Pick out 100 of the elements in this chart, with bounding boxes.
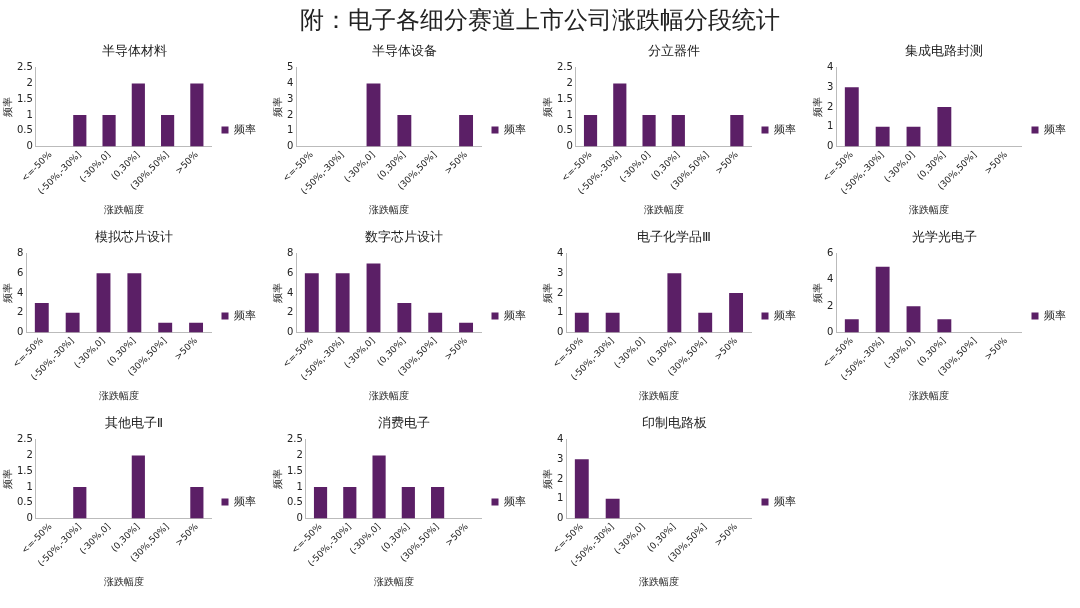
y-tick-label: 0 xyxy=(16,326,24,338)
y-tick-label: 0.5 xyxy=(557,124,573,136)
y-tick-label: 3 xyxy=(286,92,294,104)
y-tick-label: 1.5 xyxy=(557,92,573,104)
legend-label: 频率 xyxy=(234,308,256,322)
y-tick-label: 0 xyxy=(286,326,294,338)
y-tick-label: 6 xyxy=(286,266,294,278)
y-tick-label: 0 xyxy=(296,512,303,524)
y-tick-label: 2 xyxy=(556,472,564,484)
bar xyxy=(158,322,173,333)
y-tick-label: 4 xyxy=(16,286,24,298)
legend-label: 频率 xyxy=(234,122,256,136)
y-tick-label: 1.5 xyxy=(17,92,33,104)
y-tick-label: 2 xyxy=(296,448,303,460)
x-axis-title: 涨跌幅度 xyxy=(638,389,679,401)
y-tick-label: 0 xyxy=(566,140,573,152)
y-tick-label: 8 xyxy=(16,247,24,259)
y-tick-label: 2 xyxy=(286,306,294,318)
x-axis-title: 涨跌幅度 xyxy=(373,575,414,587)
bar xyxy=(574,312,589,333)
bar xyxy=(96,273,111,333)
bar xyxy=(605,312,620,333)
legend-label: 频率 xyxy=(504,308,526,322)
y-tick-label: 3 xyxy=(556,452,564,464)
y-tick-label: 2.5 xyxy=(557,61,573,73)
legend-label: 频率 xyxy=(504,494,526,508)
y-tick-label: 1 xyxy=(556,492,564,504)
bar xyxy=(459,322,474,333)
y-axis-title: 频率 xyxy=(271,469,283,490)
y-tick-label: 1.5 xyxy=(17,464,33,476)
legend-label: 频率 xyxy=(1044,122,1066,136)
y-axis-title: 频率 xyxy=(271,97,283,118)
chart-title: 印制电路板 xyxy=(641,415,707,431)
y-tick-label: 1 xyxy=(286,124,294,136)
bar xyxy=(34,302,49,333)
y-tick-label: 4 xyxy=(826,61,834,73)
bar xyxy=(937,319,952,333)
y-tick-label: 0 xyxy=(26,140,33,152)
y-tick-label: 2 xyxy=(26,76,33,88)
chart-title: 其他电子Ⅱ xyxy=(104,415,164,431)
x-axis-title: 涨跌幅度 xyxy=(908,203,949,215)
y-tick-label: 0.5 xyxy=(287,496,303,508)
bar xyxy=(428,312,443,333)
y-tick-label: 2.5 xyxy=(17,61,33,73)
x-axis-title: 涨跌幅度 xyxy=(368,203,409,215)
y-axis-title: 频率 xyxy=(271,283,283,304)
y-tick-label: 4 xyxy=(286,76,294,88)
y-tick-label: 0 xyxy=(26,512,33,524)
x-axis-title: 涨跌幅度 xyxy=(368,389,409,401)
y-tick-label: 0.5 xyxy=(17,124,33,136)
x-axis-title: 涨跌幅度 xyxy=(98,389,139,401)
bar xyxy=(127,273,142,333)
legend-label: 频率 xyxy=(774,308,796,322)
bar xyxy=(906,126,921,147)
chart-title: 电子化学品Ⅲ xyxy=(637,229,711,245)
y-axis-title: 频率 xyxy=(1,469,13,490)
y-tick-label: 4 xyxy=(826,273,834,285)
y-tick-label: 2 xyxy=(826,100,834,112)
bar xyxy=(875,266,890,333)
y-tick-label: 0 xyxy=(826,326,834,338)
bar xyxy=(304,273,319,333)
chart-title: 光学光电子 xyxy=(911,229,977,245)
chart-title: 半导体材料 xyxy=(101,43,167,59)
chart-title: 消费电子 xyxy=(378,415,430,431)
y-tick-label: 2 xyxy=(556,286,564,298)
y-tick-label: 2 xyxy=(286,108,294,120)
x-axis-title: 涨跌幅度 xyxy=(638,575,679,587)
bar xyxy=(937,107,952,147)
y-tick-label: 2.5 xyxy=(17,433,33,445)
y-axis-title: 频率 xyxy=(1,97,13,118)
legend-label: 频率 xyxy=(774,122,796,136)
y-tick-label: 1.5 xyxy=(287,464,303,476)
y-tick-label: 1 xyxy=(26,108,33,120)
y-tick-label: 0.5 xyxy=(17,496,33,508)
x-axis-title: 涨跌幅度 xyxy=(103,575,144,587)
y-tick-label: 1 xyxy=(296,480,303,492)
chart-title: 模拟芯片设计 xyxy=(95,229,173,245)
text: 附：电子各细分赛道上市公司涨跌幅分段统计 xyxy=(299,5,781,36)
chart-title: 数字芯片设计 xyxy=(365,229,443,245)
y-axis-title: 频率 xyxy=(541,469,553,490)
chart-title: 分立器件 xyxy=(648,43,700,59)
y-tick-label: 6 xyxy=(16,266,24,278)
bar xyxy=(335,273,350,333)
y-tick-label: 4 xyxy=(286,286,294,298)
y-tick-label: 0 xyxy=(826,140,834,152)
y-tick-label: 1 xyxy=(826,120,834,132)
y-axis-title: 频率 xyxy=(541,283,553,304)
bar xyxy=(397,302,412,333)
bar xyxy=(844,319,859,333)
y-tick-label: 8 xyxy=(286,247,294,259)
bar xyxy=(844,87,859,147)
y-tick-label: 1 xyxy=(26,480,33,492)
y-tick-label: 4 xyxy=(556,247,564,259)
legend-label: 频率 xyxy=(1044,308,1066,322)
y-tick-label: 2 xyxy=(826,299,834,311)
y-tick-label: 5 xyxy=(286,61,294,73)
y-tick-label: 1 xyxy=(556,306,564,318)
bar xyxy=(729,293,744,333)
legend-label: 频率 xyxy=(774,494,796,508)
y-axis-title: 频率 xyxy=(811,283,823,304)
